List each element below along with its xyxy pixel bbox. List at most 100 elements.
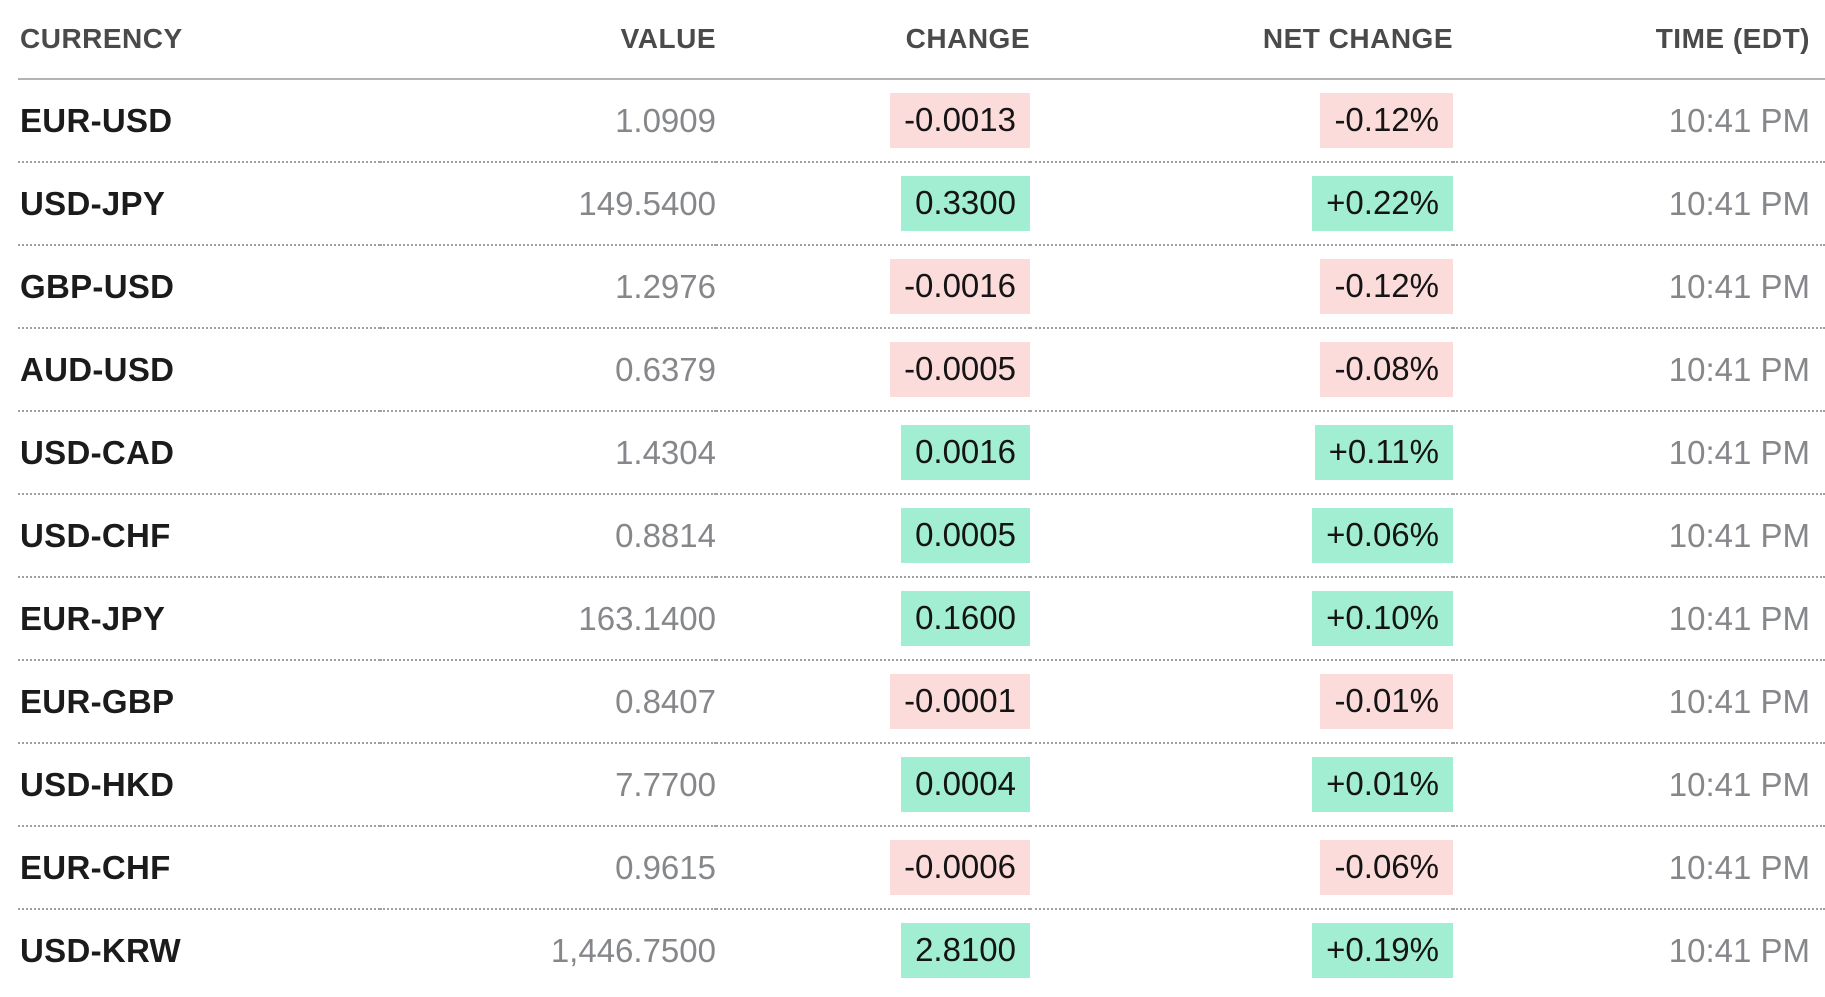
value-cell: 0.6379 xyxy=(380,327,716,411)
currency-cell: EUR-GBP xyxy=(18,659,380,743)
net-change-cell: -0.06% xyxy=(1030,825,1453,909)
change-cell: -0.0005 xyxy=(716,327,1030,411)
net-change-badge: +0.11% xyxy=(1314,425,1453,480)
net-change-cell: -0.01% xyxy=(1030,659,1453,743)
time-cell: 10:41 PM xyxy=(1453,161,1825,245)
change-badge: -0.0013 xyxy=(890,93,1030,148)
time-cell: 10:41 PM xyxy=(1453,908,1825,991)
time-cell: 10:41 PM xyxy=(1453,825,1825,909)
currency-pair-link[interactable]: GBP-USD xyxy=(20,267,175,305)
table-row: EUR-USD 1.0909 -0.0013 -0.12% 10:41 PM xyxy=(18,79,1825,162)
net-change-badge: -0.12% xyxy=(1320,259,1453,314)
change-badge: 0.3300 xyxy=(901,176,1030,231)
net-change-cell: +0.22% xyxy=(1030,161,1453,245)
currency-pair-link[interactable]: USD-KRW xyxy=(20,931,181,969)
change-cell: -0.0013 xyxy=(716,79,1030,162)
change-cell: -0.0006 xyxy=(716,825,1030,909)
change-badge: -0.0001 xyxy=(890,674,1030,729)
change-badge: -0.0016 xyxy=(890,259,1030,314)
change-cell: 0.0016 xyxy=(716,410,1030,494)
change-cell: 0.3300 xyxy=(716,161,1030,245)
change-cell: -0.0001 xyxy=(716,659,1030,743)
value-cell: 1.2976 xyxy=(380,244,716,328)
change-badge: -0.0006 xyxy=(890,840,1030,895)
table-row: USD-KRW 1,446.7500 2.8100 +0.19% 10:41 PM xyxy=(18,908,1825,991)
net-change-badge: -0.08% xyxy=(1320,342,1453,397)
currency-cell: USD-HKD xyxy=(18,742,380,826)
time-cell: 10:41 PM xyxy=(1453,576,1825,660)
currency-cell: USD-JPY xyxy=(18,161,380,245)
net-change-cell: +0.01% xyxy=(1030,742,1453,826)
change-badge: 0.0004 xyxy=(901,757,1030,812)
column-header-value: VALUE xyxy=(380,0,716,80)
currency-cell: AUD-USD xyxy=(18,327,380,411)
value-cell: 7.7700 xyxy=(380,742,716,826)
net-change-cell: +0.11% xyxy=(1030,410,1453,494)
table-row: EUR-GBP 0.8407 -0.0001 -0.01% 10:41 PM xyxy=(18,659,1825,743)
change-cell: 0.1600 xyxy=(716,576,1030,660)
time-cell: 10:41 PM xyxy=(1453,742,1825,826)
currency-pair-link[interactable]: AUD-USD xyxy=(20,350,175,388)
column-header-net-change: NET CHANGE xyxy=(1030,0,1453,80)
table-row: EUR-CHF 0.9615 -0.0006 -0.06% 10:41 PM xyxy=(18,825,1825,909)
currency-pair-link[interactable]: EUR-GBP xyxy=(20,682,175,720)
net-change-badge: +0.19% xyxy=(1312,923,1453,978)
net-change-cell: +0.19% xyxy=(1030,908,1453,991)
value-cell: 0.8814 xyxy=(380,493,716,577)
time-cell: 10:41 PM xyxy=(1453,410,1825,494)
table-row: EUR-JPY 163.1400 0.1600 +0.10% 10:41 PM xyxy=(18,576,1825,660)
net-change-badge: -0.12% xyxy=(1320,93,1453,148)
net-change-cell: -0.12% xyxy=(1030,79,1453,162)
net-change-badge: -0.06% xyxy=(1320,840,1453,895)
net-change-badge: -0.01% xyxy=(1320,674,1453,729)
change-badge: 0.0005 xyxy=(901,508,1030,563)
value-cell: 149.5400 xyxy=(380,161,716,245)
column-header-time: TIME (EDT) xyxy=(1453,0,1825,80)
change-cell: -0.0016 xyxy=(716,244,1030,328)
currency-pair-link[interactable]: USD-HKD xyxy=(20,765,175,803)
currency-cell: USD-KRW xyxy=(18,908,380,991)
currency-cell: EUR-CHF xyxy=(18,825,380,909)
currency-pair-link[interactable]: EUR-JPY xyxy=(20,599,166,637)
change-cell: 0.0004 xyxy=(716,742,1030,826)
table-row: USD-HKD 7.7700 0.0004 +0.01% 10:41 PM xyxy=(18,742,1825,826)
table-row: AUD-USD 0.6379 -0.0005 -0.08% 10:41 PM xyxy=(18,327,1825,411)
table-row: USD-CAD 1.4304 0.0016 +0.11% 10:41 PM xyxy=(18,410,1825,494)
change-badge: 0.1600 xyxy=(901,591,1030,646)
currency-pair-link[interactable]: USD-CHF xyxy=(20,516,171,554)
table-row: GBP-USD 1.2976 -0.0016 -0.12% 10:41 PM xyxy=(18,244,1825,328)
change-cell: 2.8100 xyxy=(716,908,1030,991)
table-row: USD-CHF 0.8814 0.0005 +0.06% 10:41 PM xyxy=(18,493,1825,577)
net-change-cell: +0.06% xyxy=(1030,493,1453,577)
net-change-badge: +0.01% xyxy=(1312,757,1453,812)
net-change-badge: +0.10% xyxy=(1312,591,1453,646)
value-cell: 1.4304 xyxy=(380,410,716,494)
net-change-badge: +0.22% xyxy=(1312,176,1453,231)
value-cell: 0.8407 xyxy=(380,659,716,743)
net-change-cell: +0.10% xyxy=(1030,576,1453,660)
column-header-change: CHANGE xyxy=(716,0,1030,80)
currency-cell: USD-CHF xyxy=(18,493,380,577)
currency-pair-link[interactable]: EUR-USD xyxy=(20,101,173,139)
table-row: USD-JPY 149.5400 0.3300 +0.22% 10:41 PM xyxy=(18,161,1825,245)
time-cell: 10:41 PM xyxy=(1668,101,1810,139)
currency-cell: USD-CAD xyxy=(18,410,380,494)
time-cell: 10:41 PM xyxy=(1453,493,1825,577)
currency-cell: EUR-USD xyxy=(18,79,380,162)
net-change-cell: -0.08% xyxy=(1030,327,1453,411)
time-cell: 10:41 PM xyxy=(1453,659,1825,743)
currency-pair-link[interactable]: USD-JPY xyxy=(20,184,166,222)
currency-cell: GBP-USD xyxy=(18,244,380,328)
time-cell: 10:41 PM xyxy=(1453,327,1825,411)
currency-table: CURRENCY VALUE CHANGE NET CHANGE TIME (EDT) … xyxy=(18,0,1825,991)
currency-pair-link[interactable]: USD-CAD xyxy=(20,433,175,471)
currency-cell: EUR-JPY xyxy=(18,576,380,660)
net-change-cell: -0.12% xyxy=(1030,244,1453,328)
change-badge: 2.8100 xyxy=(901,923,1030,978)
change-cell: 0.0005 xyxy=(716,493,1030,577)
currency-pair-link[interactable]: EUR-CHF xyxy=(20,848,171,886)
time-cell: 10:41 PM xyxy=(1453,244,1825,328)
column-header-currency: CURRENCY xyxy=(18,0,380,80)
value-cell: 163.1400 xyxy=(380,576,716,660)
